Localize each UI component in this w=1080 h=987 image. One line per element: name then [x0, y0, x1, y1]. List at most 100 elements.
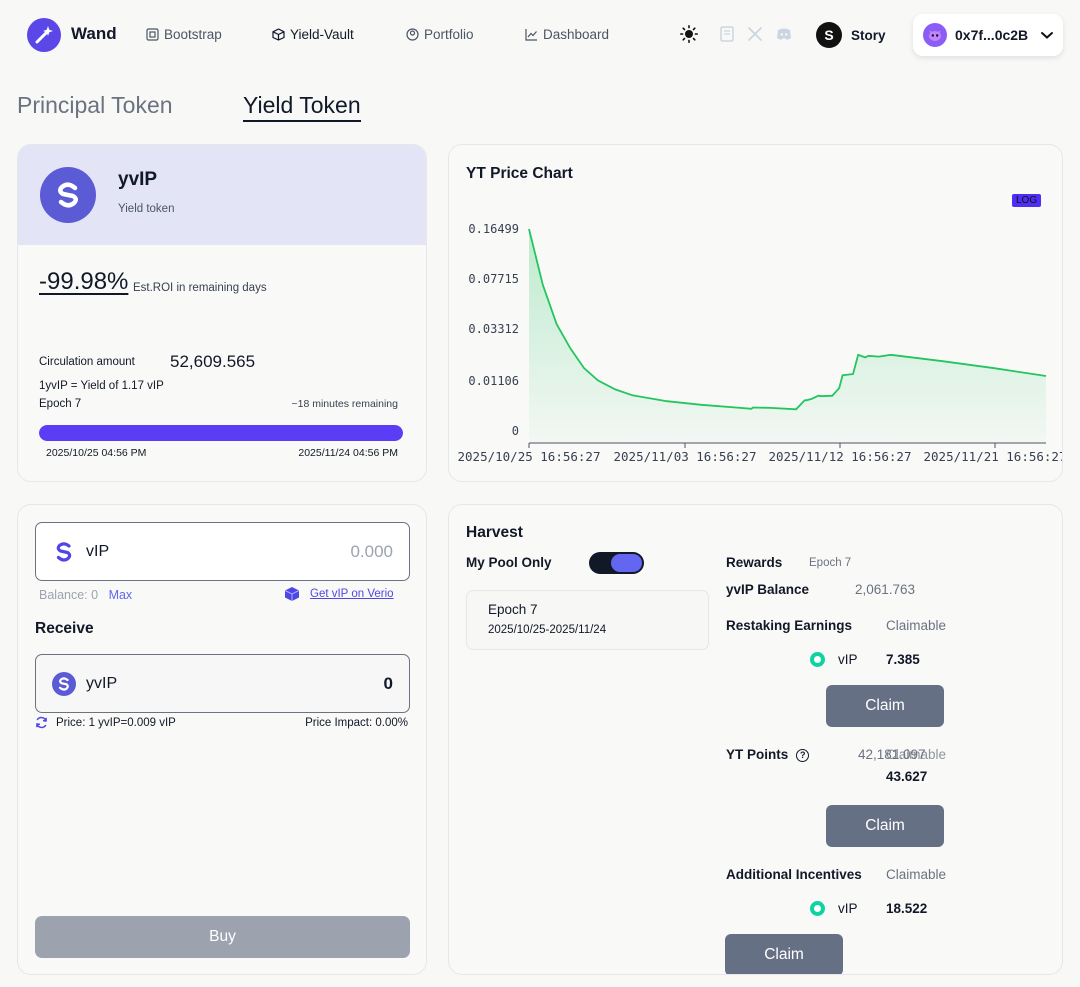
price-row: Price: 1 yvIP=0.009 vIP: [35, 716, 176, 729]
receive-output-box: yvIP 0: [35, 654, 410, 713]
pay-input-box[interactable]: vIP 0.000: [35, 522, 410, 581]
x-tick-label: 2025/11/21 16:56:27: [924, 449, 1064, 464]
restaking-earnings-label: Restaking Earnings: [726, 618, 853, 633]
balance-row: Balance: 0 Max: [39, 588, 132, 602]
wallet-address: 0x7f...0c2B: [955, 27, 1029, 43]
brand-name[interactable]: Wand: [71, 24, 117, 43]
y-tick-label: 0.07715: [468, 272, 519, 286]
epoch-start-date: 2025/10/25 04:56 PM: [46, 447, 147, 459]
time-remaining: ~18 minutes remaining: [291, 398, 398, 410]
restaking-claimable-label: Claimable: [886, 618, 947, 633]
yt-points-value: 43.627: [886, 769, 928, 784]
nav-dashboard[interactable]: Dashboard: [525, 27, 609, 42]
help-icon[interactable]: ?: [796, 748, 810, 762]
token-name: yvIP: [118, 169, 158, 190]
user-circle-icon: [406, 28, 419, 41]
yield-ratio: 1yvIP = Yield of 1.17 vIP: [39, 380, 164, 392]
claim-incentives-button[interactable]: Claim: [725, 934, 843, 974]
token-info-card: yvIP Yield token -99.98% Est.ROI in rema…: [17, 144, 427, 482]
circulation-value: 52,609.565: [170, 352, 256, 371]
epoch-select-label: Epoch 7: [488, 602, 538, 617]
receive-token-symbol: yvIP: [86, 674, 118, 692]
rewards-label: Rewards: [726, 555, 783, 570]
toggle-knob: [611, 554, 642, 572]
yvip-balance-value: 2,061.763: [855, 582, 916, 597]
yt-points-text: YT Points: [726, 747, 789, 762]
yt-points-claimable-label: Claimable: [886, 747, 947, 762]
refresh-icon[interactable]: [35, 716, 48, 729]
epoch-select[interactable]: Epoch 7 2025/10/25-2025/11/24: [466, 590, 709, 650]
claim-yt-points-button[interactable]: Claim: [826, 805, 944, 847]
verio-cube-icon: [284, 587, 300, 601]
nav-bootstrap[interactable]: Bootstrap: [146, 27, 222, 42]
tab-yield-token[interactable]: Yield Token: [243, 92, 361, 122]
tab-principal-token[interactable]: Principal Token: [17, 92, 173, 118]
network-name: Story: [851, 27, 886, 43]
additional-claimable-label: Claimable: [886, 867, 947, 882]
verio-link-text: Get vIP on Verio: [310, 588, 394, 600]
wallet-avatar-icon: [923, 23, 947, 47]
pay-amount-input[interactable]: 0.000: [350, 541, 393, 561]
harvest-title: Harvest: [466, 524, 523, 541]
price-impact: Price Impact: 0.00%: [305, 717, 408, 729]
story-logo-icon: S: [816, 22, 842, 48]
rewards-epoch: Epoch 7: [809, 557, 852, 569]
yvip-logo-icon: [40, 167, 96, 223]
top-nav: Wand Bootstrap Yield-Vault Portfolio Das…: [0, 0, 1080, 70]
price-chart-card: YT Price Chart LOG 0.16499 0.07715 0.03312…: [448, 144, 1063, 482]
max-button[interactable]: Max: [108, 588, 133, 602]
wallet-button[interactable]: 0x7f...0c2B: [913, 14, 1063, 56]
y-tick-label: 0.03312: [468, 322, 519, 336]
book-icon[interactable]: [718, 25, 736, 43]
buy-button[interactable]: Buy: [35, 916, 410, 958]
log-scale-toggle[interactable]: LOG: [1012, 194, 1042, 207]
my-pool-only-label: My Pool Only: [466, 555, 552, 570]
yt-price-chart: 0.16499 0.07715 0.03312 0.01106 0 2025/10/25…: [458, 222, 1064, 464]
x-tick-label: 2025/11/12 16:56:27: [769, 449, 912, 464]
yvip-token-icon: [52, 671, 76, 696]
harvest-card: Harvest My Pool Only Epoch 7 2025/10/25-…: [448, 504, 1063, 975]
nav-yield-vault[interactable]: Yield-Vault: [272, 27, 354, 42]
nav-bootstrap-label: Bootstrap: [164, 27, 222, 42]
wand-logo-icon[interactable]: [27, 18, 61, 52]
nav-portfolio-label: Portfolio: [424, 27, 474, 42]
epoch-progress-bar: [39, 425, 403, 441]
x-twitter-icon[interactable]: [746, 25, 764, 43]
est-roi-value: -99.98%: [39, 268, 129, 295]
receive-amount: 0: [383, 673, 393, 693]
chart-area: [529, 229, 1046, 443]
circulation-label: Circulation amount: [39, 356, 135, 368]
nav-dashboard-label: Dashboard: [543, 27, 610, 42]
get-vip-verio-link[interactable]: Get vIP on Verio: [284, 586, 394, 602]
sun-icon[interactable]: [680, 25, 698, 43]
additional-value: 18.522: [886, 901, 928, 916]
restaking-value: 7.385: [886, 652, 920, 667]
yvip-balance-label: yvIP Balance: [726, 582, 810, 597]
y-tick-label: 0.01106: [468, 374, 519, 388]
receive-label: Receive: [35, 620, 94, 637]
epoch-progress-fill: [39, 425, 403, 441]
cube-icon: [272, 28, 285, 41]
vip-dot-icon: [810, 652, 825, 667]
chart-line-icon: [525, 29, 537, 41]
my-pool-only-toggle[interactable]: [589, 552, 644, 574]
nav-portfolio[interactable]: Portfolio: [406, 27, 474, 42]
chevron-down-icon: [1041, 32, 1054, 39]
chart-line: [528, 228, 1047, 411]
additional-incentives-label: Additional Incentives: [726, 867, 862, 882]
token-subtitle: Yield token: [118, 203, 175, 215]
epoch-select-range: 2025/10/25-2025/11/24: [488, 624, 607, 636]
chart-title: YT Price Chart: [466, 165, 573, 182]
yt-points-total: 42,181.097: [858, 747, 926, 762]
claim-restaking-button[interactable]: Claim: [826, 685, 944, 727]
discord-icon[interactable]: [775, 25, 793, 43]
yt-points-label: YT Points?: [726, 747, 810, 762]
network-selector[interactable]: S Story: [816, 22, 886, 48]
balance-value: Balance: 0: [39, 588, 99, 602]
token-header: yvIP Yield token: [18, 145, 426, 245]
nav-yield-vault-label: Yield-Vault: [290, 27, 354, 42]
y-tick-label: 0: [512, 424, 519, 438]
additional-token: vIP: [838, 901, 858, 916]
pay-token-symbol: vIP: [86, 542, 110, 560]
vip-token-icon: [52, 540, 76, 564]
